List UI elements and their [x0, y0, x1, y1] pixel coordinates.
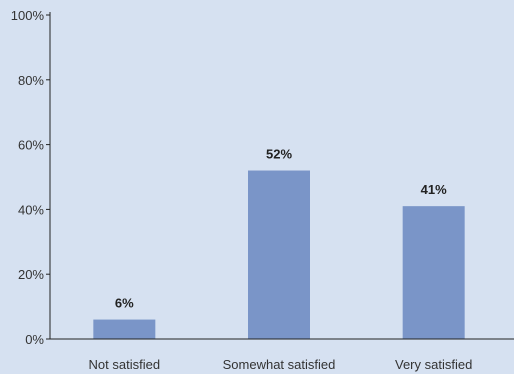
y-tick-label: 100%: [11, 8, 45, 23]
bar-not-satisfied: [93, 319, 156, 339]
y-tick-label: 80%: [18, 73, 44, 88]
bar-somewhat-satisfied: [248, 170, 310, 339]
y-axis: 0% 20% 40% 60% 80% 100%: [11, 8, 51, 347]
y-tick-label: 20%: [18, 267, 44, 282]
x-category-label: Not satisfied: [89, 357, 161, 372]
bars: [93, 170, 465, 339]
x-category-label: Somewhat satisfied: [223, 357, 336, 372]
data-label: 6%: [115, 296, 134, 311]
data-labels: 6% 52% 41%: [115, 147, 447, 311]
y-tick-label: 60%: [18, 138, 44, 153]
x-axis: Not satisfied Somewhat satisfied Very sati…: [50, 338, 514, 372]
data-label: 41%: [421, 182, 447, 197]
y-tick-label: 0%: [25, 332, 44, 347]
y-tick-label: 40%: [18, 202, 44, 217]
x-category-label: Very satisfied: [395, 357, 472, 372]
bar-very-satisfied: [402, 206, 465, 339]
data-label: 52%: [266, 147, 292, 162]
